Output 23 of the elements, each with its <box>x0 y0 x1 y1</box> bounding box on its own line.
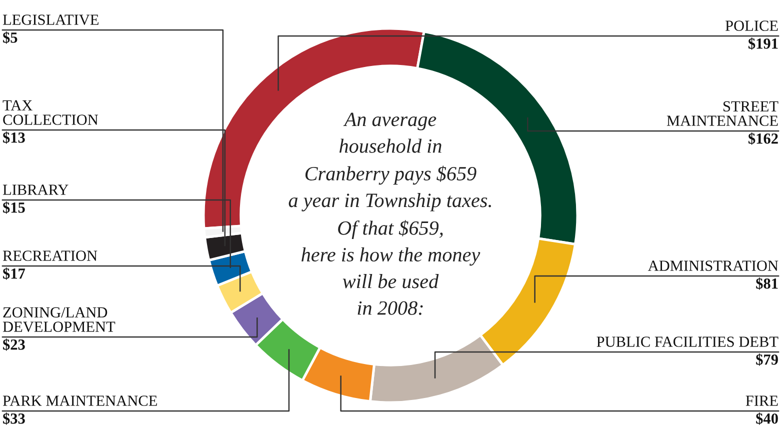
slice-label: POLICE <box>725 20 778 31</box>
data-label: $162 <box>748 132 778 145</box>
data-label: $23 <box>3 338 25 351</box>
data-label: $40 <box>756 412 778 425</box>
data-label: $13 <box>3 132 25 144</box>
data-label: $79 <box>756 354 778 366</box>
slice-label: LEGISLATIVE <box>2 14 98 25</box>
data-label: $191 <box>748 38 778 50</box>
slice-label: ADMINISTRATION <box>648 260 778 271</box>
data-label: $33 <box>3 412 25 425</box>
slice-label: RECREATION <box>2 250 98 261</box>
text: An average household in Cranberry pays $659 a year in Township taxes. Of that $659, here is how the money will be used in 2008: <box>288 112 491 315</box>
slice-label: PARK MAINTENANCE <box>2 396 157 406</box>
slice-label: TAX COLLECTION <box>2 100 98 125</box>
slice-label: LIBRARY <box>2 184 68 195</box>
data-label: $15 <box>3 202 25 214</box>
data-label: $5 <box>3 32 18 44</box>
slice-label: FIRE <box>746 396 778 406</box>
slice-label: PUBLIC FACILITIES DEBT <box>596 336 778 347</box>
data-label: $81 <box>756 278 778 290</box>
slice-label: ZONING/LAND DEVELOPMENT <box>2 307 116 332</box>
slice-label: STREET MAINTENANCE <box>666 101 778 126</box>
data-label: $17 <box>3 268 26 280</box>
